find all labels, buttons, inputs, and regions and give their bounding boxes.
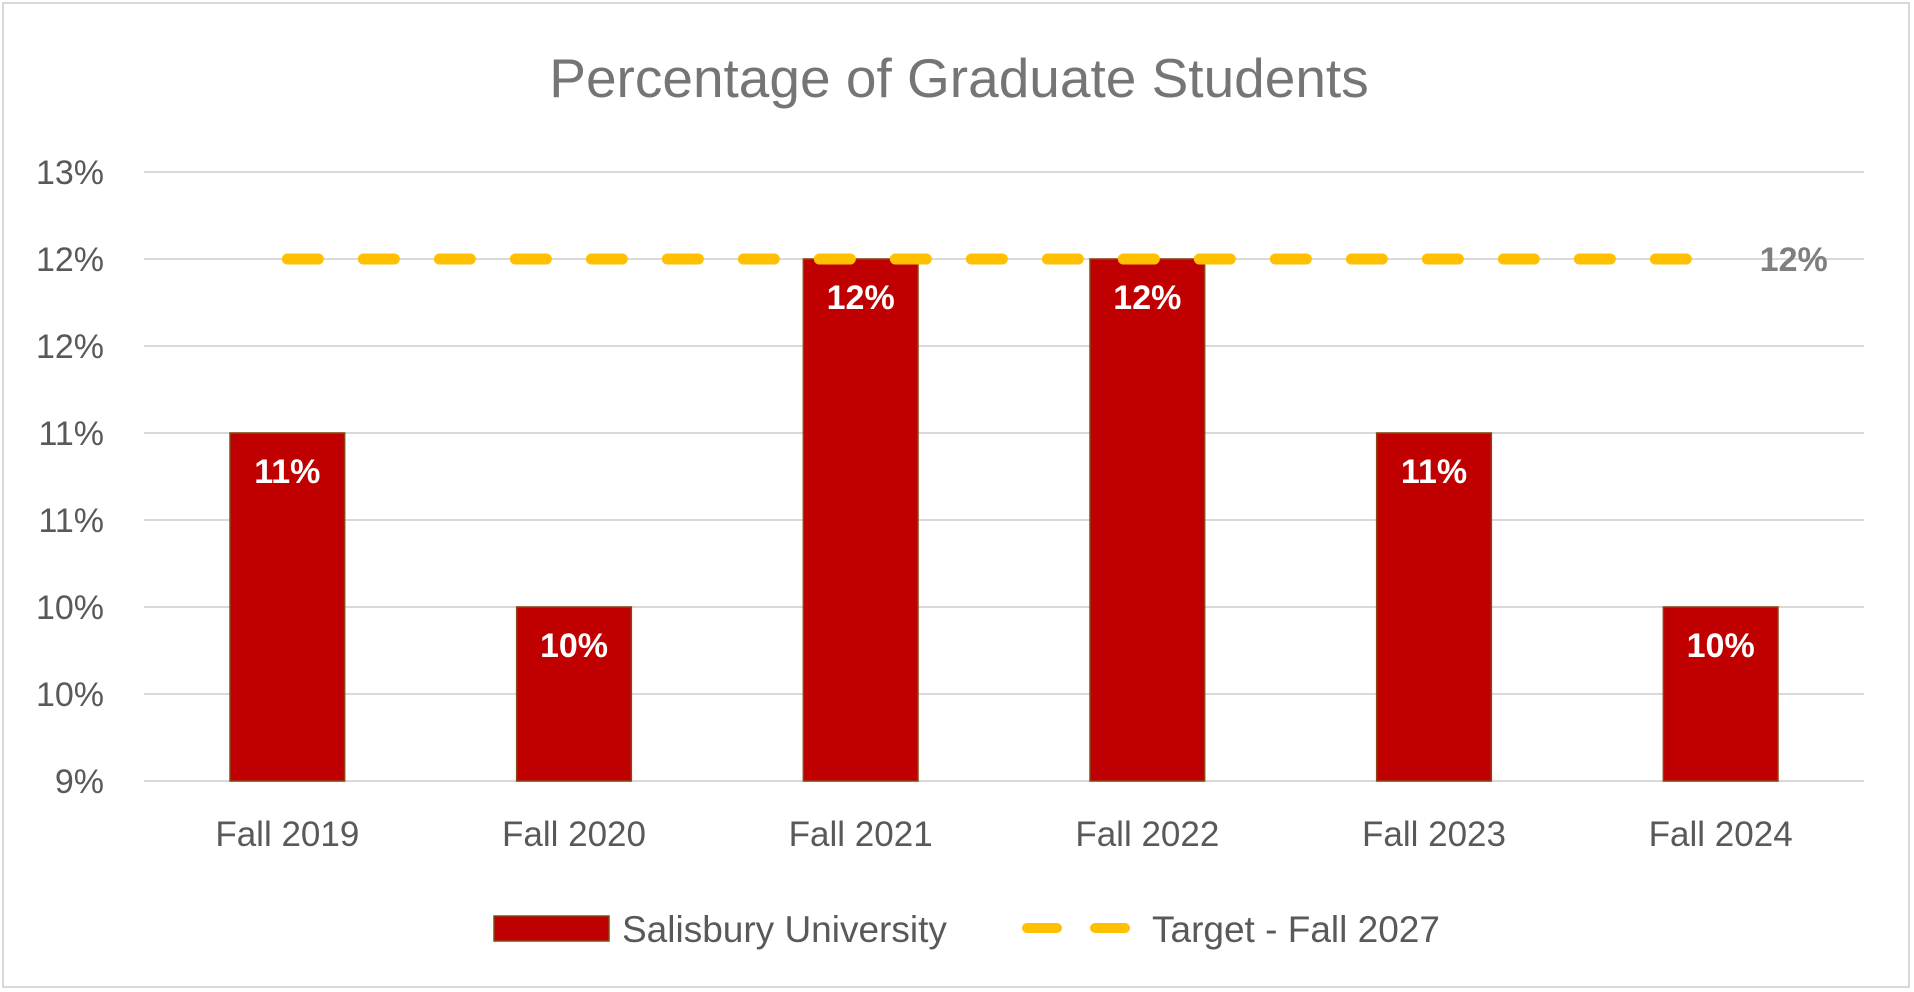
bar-data-label: 12% [1113,279,1181,317]
x-axis-ticks: Fall 2019 Fall 2020 Fall 2021 Fall 2022 Fall… [215,815,1792,854]
y-tick-label: 13% [36,154,104,192]
target-line-group: 12% [281,241,1828,279]
bar [1375,432,1493,782]
y-tick-label: 9% [55,763,104,801]
bar [1662,606,1779,782]
y-tick-label: 11% [38,415,104,453]
grid-layer [144,171,1864,782]
x-tick-label: Fall 2024 [1649,815,1793,854]
bar-data-label: 10% [540,627,608,665]
y-tick-label: 11% [38,502,104,540]
chart-svg: Percentage of Graduate Students 9% 10% 10%… [36,47,1864,950]
bar [1089,258,1206,782]
legend: Salisbury University Target - Fall 2027 [493,909,1440,950]
x-tick-label: Fall 2019 [215,815,359,854]
x-tick-label: Fall 2023 [1362,815,1506,854]
x-tick-label: Fall 2022 [1075,815,1219,854]
x-tick-label: Fall 2021 [789,815,933,854]
y-tick-label: 10% [36,589,104,627]
y-tick-label: 12% [36,241,104,279]
legend-label-target: Target - Fall 2027 [1152,909,1440,950]
bar-data-label: 10% [1687,627,1755,665]
legend-swatch-bar [493,915,610,942]
target-data-label: 12% [1760,241,1828,279]
x-tick-label: Fall 2020 [502,815,646,854]
y-tick-label: 12% [36,328,104,366]
y-tick-label: 10% [36,676,104,714]
bar [802,258,919,782]
bar [229,432,346,782]
bar-data-label: 12% [827,279,895,317]
bar-data-label: 11% [1401,453,1467,491]
y-axis-ticks: 9% 10% 10% 11% 11% 12% 12% 13% [36,154,104,801]
legend-label-bar: Salisbury University [622,909,947,950]
bar [515,606,633,782]
chart-title: Percentage of Graduate Students [549,47,1368,109]
bars: 11% 10% 12% 12% 11% 10% [229,258,1779,782]
bar-data-label: 11% [254,453,320,491]
